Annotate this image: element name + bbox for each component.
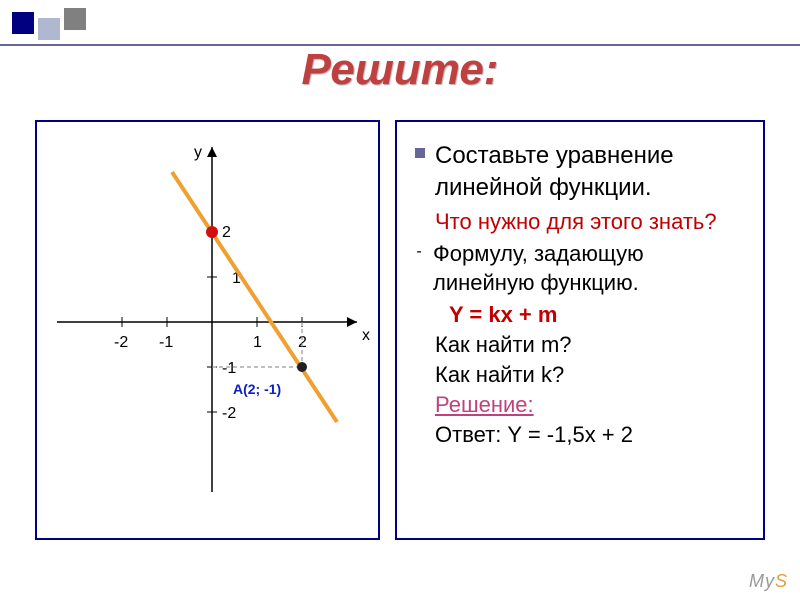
watermark-part1: My	[749, 571, 775, 591]
tick-label-x-neg1: -1	[159, 334, 173, 351]
y-axis-arrow	[207, 147, 217, 157]
question-1: Что нужно для этого знать?	[415, 209, 751, 235]
task-text: Составьте уравнение линейной функции.	[435, 140, 751, 205]
x-axis-arrow	[347, 317, 357, 327]
text-panel: Составьте уравнение линейной функции. Чт…	[395, 120, 765, 540]
y-axis-label: y	[194, 144, 202, 161]
decorative-squares	[12, 12, 86, 40]
tick-label-y-2: 2	[222, 224, 231, 241]
point-intercept	[206, 226, 218, 238]
deco-square-1	[12, 12, 34, 34]
deco-square-2	[38, 18, 60, 40]
point-a-label: А(2; -1)	[233, 381, 281, 397]
tick-label-x-neg2: -2	[114, 334, 128, 351]
tick-label-x-1: 1	[253, 334, 262, 351]
deco-square-3	[64, 8, 86, 30]
watermark: MyS	[749, 571, 788, 592]
bullet-icon	[415, 148, 425, 158]
answer-final: Ответ: Y = -1,5x + 2	[415, 422, 751, 448]
answer-1: - Формулу, задающую линейную функцию.	[415, 239, 751, 298]
tick-label-y-neg2: -2	[222, 405, 236, 422]
tick-label-y-neg1: -1	[222, 360, 236, 377]
dash-bullet-icon: -	[415, 241, 423, 263]
page-title: Решите:	[0, 45, 800, 95]
x-axis-label: x	[362, 327, 370, 344]
content-row: x y -2 -1 1 2 -2 -1 1 2	[35, 120, 765, 540]
question-m: Как найти m?	[415, 332, 751, 358]
answer-1-text: Формулу, задающую линейную функцию.	[433, 239, 751, 298]
watermark-part2: S	[775, 571, 788, 591]
chart-panel: x y -2 -1 1 2 -2 -1 1 2	[35, 120, 380, 540]
formula-text: Y = kx + m	[415, 302, 751, 328]
linear-function-chart: x y -2 -1 1 2 -2 -1 1 2	[37, 122, 382, 538]
task-statement: Составьте уравнение линейной функции.	[415, 140, 751, 205]
point-a	[297, 362, 307, 372]
solution-link[interactable]: Решение:	[415, 392, 751, 418]
question-k: Как найти k?	[415, 362, 751, 388]
